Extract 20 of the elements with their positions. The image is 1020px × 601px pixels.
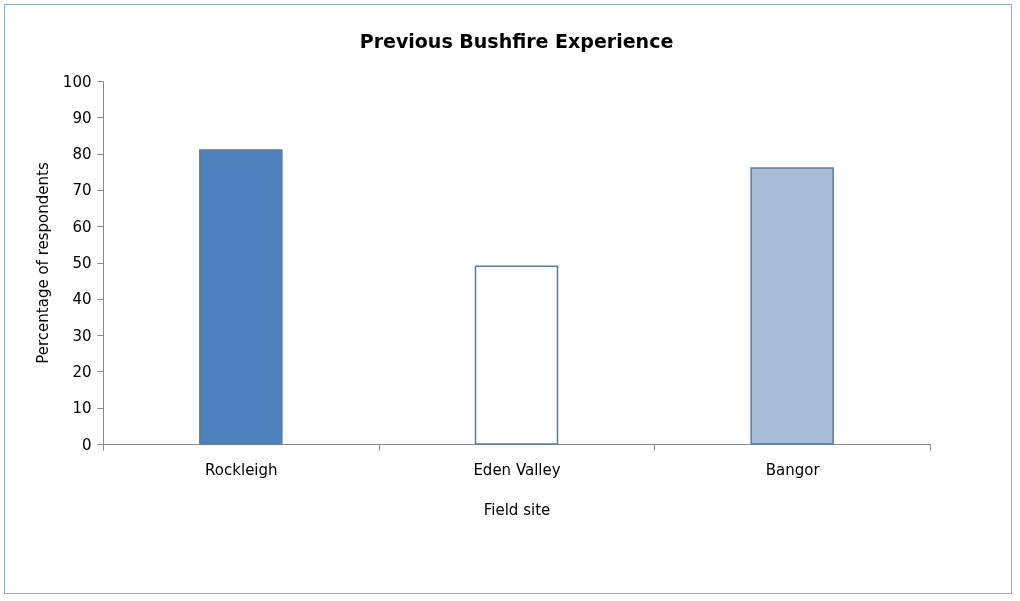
x-tick-label: Eden Valley [473,460,561,479]
bar [474,265,559,445]
x-tick-label: Rockleigh [205,460,278,479]
y-axis-title: Percentage of respondents [33,162,52,364]
x-tick-label: Bangor [765,460,821,479]
y-tick-label: 70 [72,181,92,200]
y-tick-label: 100 [62,72,92,91]
x-axis-title: Field site [483,500,551,519]
y-tick-label: 90 [72,108,92,127]
chart-title: Previous Bushfire Experience [359,30,674,52]
bar [199,149,283,445]
y-tick-label: 20 [72,362,92,381]
y-tick-label: 10 [72,399,92,418]
y-tick-label: 50 [72,254,92,272]
y-tick-label: 80 [72,145,92,164]
y-tick-label: 60 [72,217,92,236]
y-tick-label: 0 [81,435,92,454]
bar [750,167,834,445]
y-tick-label: 40 [72,290,92,309]
y-tick-label: 30 [72,326,92,345]
